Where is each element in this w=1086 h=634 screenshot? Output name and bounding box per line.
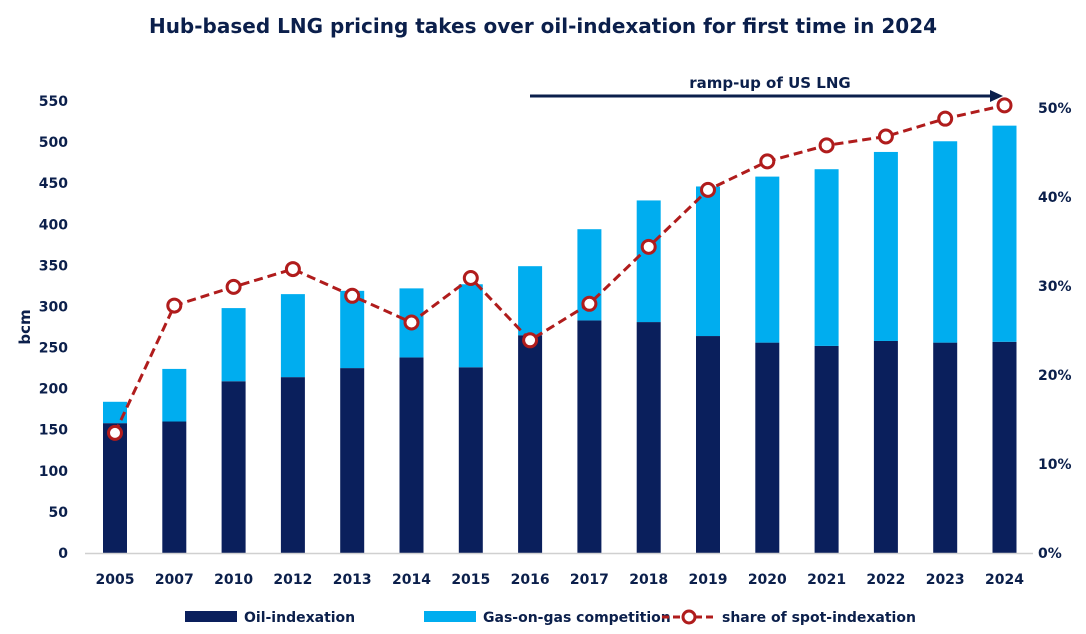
bar-oil-indexation-2020 [755,342,780,553]
y2-tick-label: 20% [1038,368,1072,384]
bar-gas-on-gas-2015 [458,284,483,368]
y-tick-label: 400 [39,217,68,233]
x-tick-label: 2017 [570,572,609,588]
legend-swatch-oil [185,611,237,622]
share-marker-2013 [344,287,361,304]
y-tick-label: 150 [39,423,68,439]
bar-gas-on-gas-2018 [636,200,661,323]
legend-label-gas: Gas-on-gas competition [483,610,671,626]
y2-tick-label: 50% [1038,101,1072,117]
bar-gas-on-gas-2012 [280,294,305,378]
x-tick-label: 2014 [392,572,431,588]
share-marker-2012 [284,261,301,278]
bar-gas-on-gas-2023 [933,141,958,343]
x-tick-label: 2012 [273,572,312,588]
share-marker-2019 [700,181,716,198]
y-tick-label: 50 [49,505,69,521]
bar-oil-indexation-2012 [280,377,305,553]
y-tick-label: 250 [39,341,68,357]
share-marker-2022 [877,128,894,145]
annotation-arrowhead [990,90,1003,102]
x-tick-label: 2016 [511,572,550,588]
share-marker-2010 [225,278,242,295]
x-tick-label: 2023 [926,572,965,588]
share-line [113,103,1005,434]
y-tick-label: 550 [39,94,68,110]
bar-gas-on-gas-2019 [696,186,720,337]
share-marker-2023 [937,110,954,127]
bar-oil-indexation-2013 [340,368,365,553]
x-tick-label: 2018 [629,572,668,588]
share-marker-2017 [581,295,598,312]
bar-gas-on-gas-2022 [873,151,898,341]
share-marker-2015 [462,269,479,286]
share-marker-2014 [403,314,420,331]
y-tick-label: 0 [58,546,68,562]
bar-gas-on-gas-2021 [814,169,839,346]
y2-tick-label: 0% [1038,546,1062,562]
bar-oil-indexation-2010 [221,381,246,553]
bar-oil-indexation-2023 [933,342,958,553]
legend-label-share: share of spot-indexation [722,610,916,626]
bar-gas-on-gas-2020 [755,176,780,343]
y-tick-label: 300 [39,299,68,315]
annotation-label: ramp-up of US LNG [689,74,850,92]
bar-gas-on-gas-2007 [162,368,187,422]
bar-oil-indexation-2018 [636,322,661,553]
y-axis-label: bcm [16,309,34,344]
y2-tick-label: 40% [1038,190,1072,206]
share-marker-2007 [166,297,183,314]
bar-oil-indexation-2016 [518,335,543,553]
bar-oil-indexation-2015 [458,367,483,553]
bar-oil-indexation-2022 [873,340,898,553]
share-marker-2005 [107,424,123,441]
bar-oil-indexation-2017 [577,320,602,553]
y-tick-label: 500 [39,135,68,151]
y-tick-label: 200 [39,382,68,398]
bar-oil-indexation-2014 [399,357,424,553]
x-tick-label: 2019 [689,572,728,588]
x-tick-label: 2021 [807,572,846,588]
x-tick-label: 2015 [451,572,490,588]
y-tick-label: 450 [39,176,68,192]
y-tick-label: 350 [39,258,68,274]
x-tick-label: 2024 [985,572,1024,588]
y2-tick-label: 10% [1038,457,1072,473]
bar-oil-indexation-2005 [103,423,127,553]
legend-swatch-gas [424,611,476,622]
bar-oil-indexation-2019 [696,336,720,553]
y-tick-label: 100 [39,464,68,480]
y2-tick-label: 30% [1038,279,1072,295]
x-tick-label: 2022 [866,572,905,588]
chart-title: Hub-based LNG pricing takes over oil-ind… [149,14,937,38]
share-marker-2024 [996,97,1013,114]
bar-oil-indexation-2007 [162,421,187,553]
legend-swatch-marker [681,609,697,625]
x-tick-label: 2007 [155,572,194,588]
share-marker-2018 [640,238,657,255]
share-marker-2020 [759,153,776,170]
share-marker-2016 [522,332,539,349]
bar-oil-indexation-2021 [814,345,839,553]
x-tick-label: 2013 [333,572,372,588]
legend-label-oil: Oil-indexation [244,610,355,626]
x-tick-label: 2005 [96,572,135,588]
bar-gas-on-gas-2024 [992,125,1017,342]
bar-gas-on-gas-2010 [221,308,246,382]
share-marker-2021 [818,137,835,154]
bar-oil-indexation-2024 [992,341,1017,553]
bar-gas-on-gas-2016 [518,266,543,336]
x-tick-label: 2010 [214,572,253,588]
x-tick-label: 2020 [748,572,787,588]
